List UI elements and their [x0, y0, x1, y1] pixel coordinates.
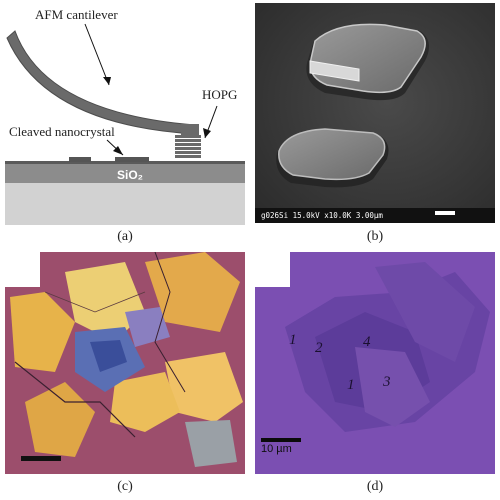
- panel-b-sem-image: g026Si 15.0kV x10.0K 3.00µm: [255, 3, 495, 223]
- flake-gold: [65, 262, 145, 342]
- afm-scale-label: 10 µm: [261, 443, 292, 455]
- cantilever-arrowhead: [103, 77, 111, 85]
- region-label: 1: [289, 332, 297, 348]
- flake-grey: [185, 420, 237, 467]
- flake-gold: [25, 382, 95, 457]
- optical-image-svg: [5, 252, 245, 474]
- caption-d: (d): [366, 479, 384, 494]
- cantilever-arrow: [84, 23, 110, 86]
- region-label: 3: [383, 374, 391, 390]
- optical-scale-bar: [21, 456, 61, 461]
- afm-cantilever-label: AFM cantilever: [35, 7, 118, 22]
- nanocrystal-arrowhead: [113, 146, 123, 155]
- flake-gold: [145, 252, 240, 332]
- afm-scale-bar: [261, 438, 301, 442]
- caption-a: (a): [117, 229, 133, 244]
- caption-c: (c): [117, 479, 133, 494]
- afm-cantilever: [6, 30, 196, 135]
- sio2-label: SiO₂: [117, 168, 143, 182]
- afm-schematic-svg: SiO₂ AFM cantilever HOPG Cleaved nanocry…: [5, 7, 245, 225]
- sem-scale-bar: [435, 211, 455, 215]
- flake-region: [375, 262, 475, 362]
- sem-info-text: g026Si 15.0kV x10.0K 3.00µm: [261, 211, 383, 220]
- region-label: 1: [347, 377, 355, 393]
- afm-image-svg: [255, 252, 495, 474]
- caption-b: (b): [366, 229, 384, 244]
- flake-gold: [10, 292, 75, 372]
- hopg-stack: [175, 135, 201, 158]
- silicon-substrate: [5, 181, 245, 225]
- cantilever-tip: [181, 124, 199, 135]
- panel-d-afm-image: 1 2 4 1 3 10 µm: [255, 252, 495, 474]
- flake-gold: [110, 372, 180, 432]
- flake-gold: [165, 352, 243, 422]
- crack-line: [154, 252, 186, 393]
- hopg-arrowhead: [203, 128, 211, 138]
- hopg-label: HOPG: [202, 87, 237, 102]
- nanocrystal-flake: [115, 157, 149, 162]
- nanocrystal-flake: [69, 157, 91, 162]
- sem-image-svg: g026Si 15.0kV x10.0K 3.00µm: [255, 3, 495, 223]
- region-label: 2: [315, 340, 323, 356]
- region-label: 4: [363, 334, 371, 350]
- crack-line: [44, 291, 146, 313]
- sem-crystal-upper: [306, 23, 429, 101]
- flake-blue: [125, 307, 170, 347]
- flake-blue: [90, 340, 127, 372]
- flake-region: [355, 347, 430, 427]
- sio2-layer: [5, 163, 245, 183]
- sem-crystal-lower: [276, 128, 389, 188]
- crack-line: [14, 361, 136, 438]
- panel-a-schematic: SiO₂ AFM cantilever HOPG Cleaved nanocry…: [5, 3, 245, 225]
- panel-c-optical-image: [5, 252, 245, 474]
- sio2-surface-line: [5, 161, 245, 164]
- nanocrystal-label: Cleaved nanocrystal: [9, 124, 115, 139]
